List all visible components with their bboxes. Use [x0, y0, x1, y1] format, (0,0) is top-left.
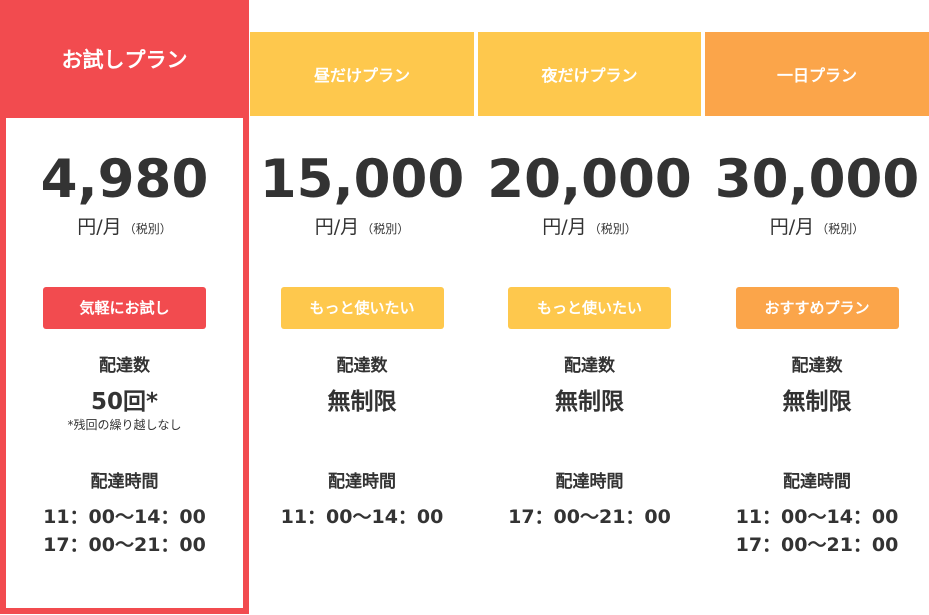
delivery-time: 11：00〜14：00 — [43, 506, 206, 528]
tax-note: （税別） — [123, 222, 172, 236]
delivery-count: 無制限 — [327, 389, 397, 415]
delivery-count: 無制限 — [782, 389, 852, 415]
delivery-time-label: 配達時間 — [783, 472, 851, 492]
delivery-count-label: 配達数 — [791, 356, 843, 376]
plan-price: 20,000 — [487, 149, 692, 210]
plan-cta-button[interactable]: 気軽にお試し — [43, 287, 206, 329]
delivery-time: 17：00〜21：00 — [43, 534, 206, 556]
price-unit-row: 円/月 （税別） — [705, 214, 929, 242]
delivery-times: 17：00〜21：00 — [478, 503, 701, 531]
delivery-time: 17：00〜21：00 — [508, 506, 671, 528]
plan-card-trial: お試しプラン 4,980 円/月 （税別） 気軽にお試し 配達数 50回* *残回… — [0, 0, 249, 614]
delivery-time-label: 配達時間 — [555, 472, 624, 492]
price-unit: 円/月 — [769, 216, 815, 238]
delivery-time: 17：00〜21：00 — [735, 534, 899, 556]
plan-body: 4,980 円/月 （税別） 気軽にお試し 配達数 50回* *残回の繰り越しなし… — [6, 118, 243, 608]
price-unit-row: 円/月 （税別） — [6, 214, 243, 242]
plan-header: 昼だけプラン — [250, 32, 474, 116]
delivery-time-label: 配達時間 — [328, 472, 396, 492]
delivery-time: 11：00〜14：00 — [735, 506, 899, 528]
delivery-times: 11：00〜14：00 — [250, 503, 474, 531]
plan-cta-button[interactable]: もっと使いたい — [280, 287, 444, 329]
price-unit: 円/月 — [77, 216, 122, 238]
plan-cta-button[interactable]: おすすめプラン — [735, 287, 899, 329]
count-footnote — [250, 417, 474, 433]
count-footnote: *残回の繰り越しなし — [67, 418, 182, 432]
plan-price: 4,980 — [40, 149, 209, 210]
delivery-count: 無制限 — [555, 389, 624, 415]
count-footnote — [478, 417, 701, 433]
plan-body: 20,000 円/月 （税別） もっと使いたい 配達数 無制限 配達時間 17：0… — [478, 118, 701, 614]
plan-header: 夜だけプラン — [478, 32, 701, 116]
delivery-count-label: 配達数 — [336, 356, 388, 376]
delivery-count: 50回* — [90, 389, 159, 415]
plan-body: 30,000 円/月 （税別） おすすめプラン 配達数 無制限 配達時間 11：0… — [705, 118, 929, 614]
plan-header: 一日プラン — [705, 32, 929, 116]
plan-cta-button[interactable]: もっと使いたい — [508, 287, 671, 329]
plan-price: 30,000 — [714, 149, 920, 210]
plan-price: 15,000 — [259, 149, 465, 210]
count-footnote — [705, 417, 929, 433]
delivery-time: 11：00〜14：00 — [280, 506, 444, 528]
price-unit-row: 円/月 （税別） — [250, 214, 474, 242]
plan-body: 15,000 円/月 （税別） もっと使いたい 配達数 無制限 配達時間 11：0… — [250, 118, 474, 614]
tax-note: （税別） — [588, 222, 637, 236]
delivery-time-label: 配達時間 — [90, 472, 159, 492]
price-unit: 円/月 — [542, 216, 587, 238]
tax-note: （税別） — [361, 222, 410, 236]
price-unit: 円/月 — [314, 216, 360, 238]
plan-header: お試しプラン — [61, 48, 188, 72]
tax-note: （税別） — [816, 222, 865, 236]
price-unit-row: 円/月 （税別） — [478, 214, 701, 242]
delivery-count-label: 配達数 — [564, 356, 615, 376]
delivery-times: 11：00〜14：00 17：00〜21：00 — [705, 503, 929, 559]
delivery-count-label: 配達数 — [99, 356, 150, 376]
delivery-times: 11：00〜14：00 17：00〜21：00 — [6, 503, 243, 559]
